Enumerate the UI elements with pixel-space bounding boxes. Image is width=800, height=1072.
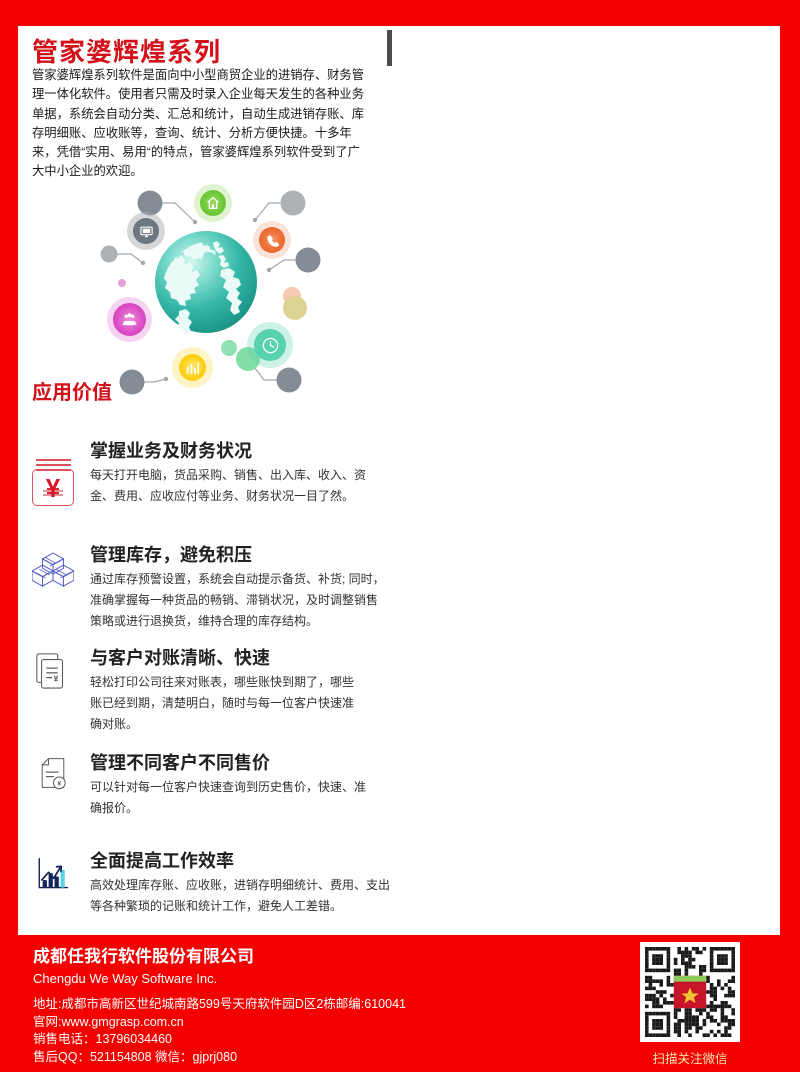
svg-text:¥: ¥ (46, 473, 61, 503)
svg-text:¥: ¥ (53, 673, 58, 683)
svg-text:¥: ¥ (58, 781, 62, 788)
